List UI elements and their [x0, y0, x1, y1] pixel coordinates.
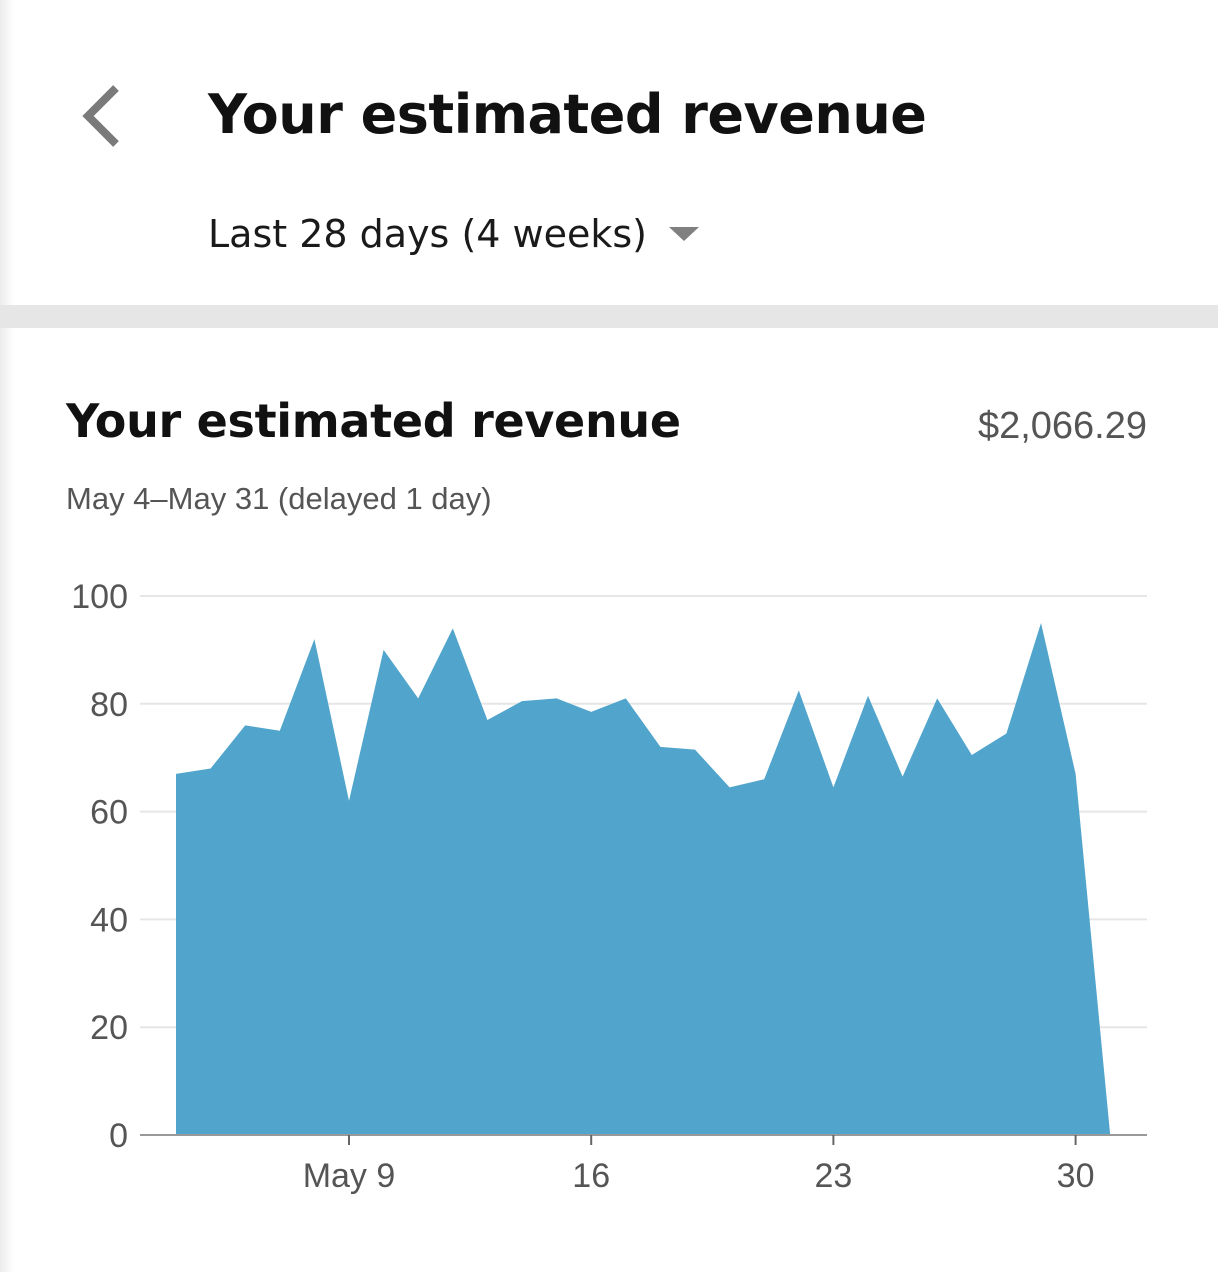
- section-divider: [0, 305, 1218, 328]
- left-edge-shadow: [0, 0, 14, 1272]
- chevron-left-icon: [82, 85, 119, 147]
- revenue-area-series: [176, 622, 1111, 1135]
- x-tick-label: 16: [572, 1157, 610, 1195]
- x-tick-label: 23: [814, 1157, 852, 1195]
- back-button[interactable]: [72, 78, 132, 152]
- caret-down-icon: [669, 227, 699, 241]
- y-tick-label: 60: [90, 794, 128, 832]
- page-title: Your estimated revenue: [208, 83, 927, 146]
- y-tick-label: 100: [71, 578, 128, 616]
- y-tick-label: 20: [90, 1009, 128, 1047]
- y-tick-label: 40: [90, 901, 128, 939]
- y-tick-label: 80: [90, 686, 128, 724]
- x-tick-label: May 9: [303, 1157, 396, 1195]
- date-range-dropdown[interactable]: Last 28 days (4 weeks): [208, 210, 699, 258]
- date-range-label: Last 28 days (4 weeks): [208, 212, 647, 256]
- x-tick-label: 30: [1057, 1157, 1095, 1195]
- revenue-total: $2,066.29: [977, 405, 1147, 447]
- card-title: Your estimated revenue: [66, 394, 681, 448]
- card-subtitle: May 4–May 31 (delayed 1 day): [66, 481, 492, 516]
- y-tick-label: 0: [109, 1117, 128, 1155]
